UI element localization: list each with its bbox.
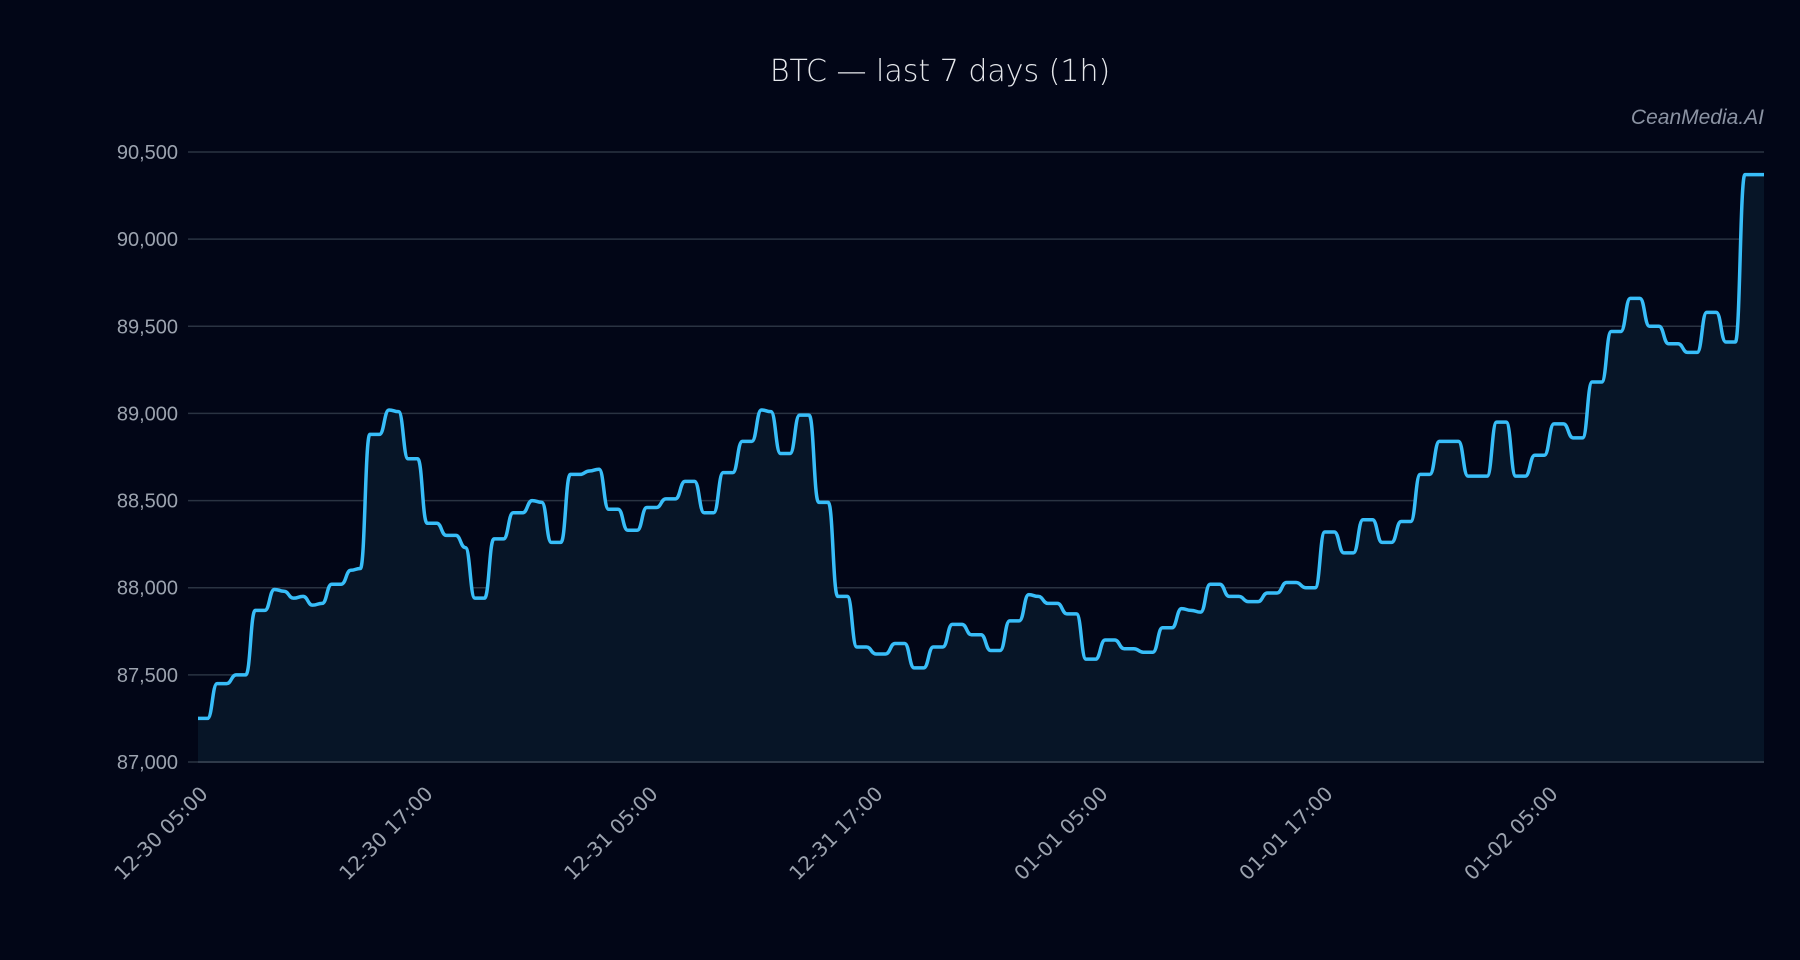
- watermark: CeanMedia.AI: [1630, 106, 1764, 129]
- y-tick-label: 89,000: [117, 403, 178, 425]
- x-tick-label: 01-01 17:00: [1234, 782, 1337, 885]
- y-tick-label: 87,000: [117, 752, 178, 774]
- x-tick-label: 12-30 17:00: [334, 782, 437, 885]
- y-tick-label: 87,500: [117, 665, 178, 687]
- y-tick-label: 89,500: [117, 316, 178, 338]
- price-line: [198, 172, 1764, 721]
- x-tick-label: 12-30 05:00: [109, 782, 212, 885]
- y-tick-label: 90,000: [117, 229, 178, 251]
- y-tick-label: 90,500: [117, 142, 178, 164]
- x-tick-label: 12-31 05:00: [559, 782, 662, 885]
- x-tick-label: 01-02 05:00: [1459, 782, 1562, 885]
- y-tick-label: 88,000: [117, 578, 178, 600]
- x-tick-label: 01-01 05:00: [1009, 782, 1112, 885]
- y-tick-label: 88,500: [117, 491, 178, 513]
- area-fill: [198, 174, 1764, 762]
- x-tick-label: 12-31 17:00: [784, 782, 887, 885]
- chart-title: BTC — last 7 days (1h): [769, 54, 1111, 89]
